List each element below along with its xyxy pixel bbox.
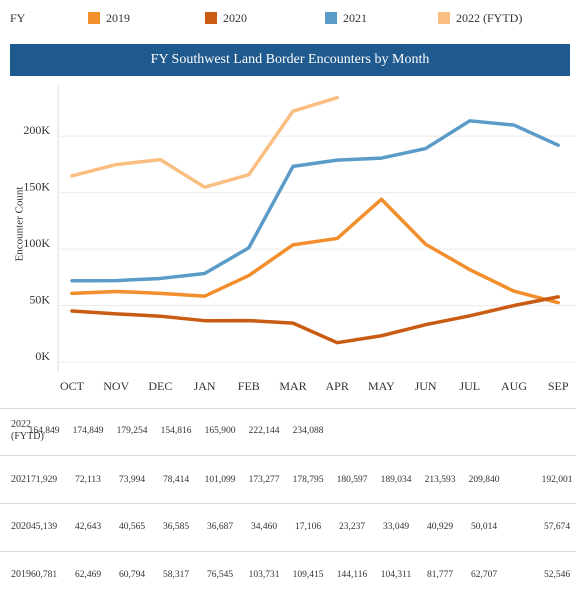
table-cell: 180,597 <box>336 475 368 485</box>
legend-swatch <box>438 12 450 24</box>
x-tick-label: JUL <box>459 379 480 393</box>
chart: FY FY Southwest Land Border Encounters b… <box>10 11 576 393</box>
table-cell: 33,049 <box>382 522 410 532</box>
series-line <box>70 119 560 283</box>
legend-swatch <box>88 12 100 24</box>
x-tick-label: OCT <box>60 379 85 393</box>
table-cell: 73,994 <box>118 475 146 485</box>
table-cell: 23,237 <box>338 522 366 532</box>
x-tick-label: MAR <box>279 379 306 393</box>
table-cell: 234,088 <box>292 426 324 436</box>
table-cell: 45,139 <box>30 522 58 532</box>
row-separator <box>0 455 576 456</box>
table-cell: 78,414 <box>162 475 190 485</box>
row-separator <box>0 551 576 552</box>
chart-title: FY Southwest Land Border Encounters by M… <box>151 52 430 67</box>
table-cell: 50,014 <box>470 522 498 532</box>
table-cell: 109,415 <box>292 570 324 580</box>
y-tick-label: 50K <box>29 292 50 306</box>
table-cell: 192,001 <box>541 475 573 485</box>
x-tick-label: FEB <box>238 379 260 393</box>
table-cell: 17,106 <box>294 522 322 532</box>
table-cell: 52,546 <box>543 570 571 580</box>
series-line <box>70 295 560 345</box>
row-label: 2021 <box>11 474 31 485</box>
table-cell: 40,565 <box>118 522 146 532</box>
y-tick-label: 200K <box>23 123 50 137</box>
table-cell: 34,460 <box>250 522 278 532</box>
legend-label: 2021 <box>343 11 367 25</box>
y-axis-title: Encounter Count <box>14 187 26 262</box>
y-tick-label: 0K <box>35 349 50 363</box>
table-cell: 222,144 <box>248 426 280 436</box>
row-label: 2019 <box>11 569 31 580</box>
x-tick-label: APR <box>326 379 349 393</box>
x-tick-label: MAY <box>368 379 395 393</box>
table-cell: 209,840 <box>468 475 500 485</box>
legend-label: 2022 (FYTD) <box>456 11 522 25</box>
table-cell: 101,099 <box>204 475 236 485</box>
table-cell: 165,900 <box>204 426 236 436</box>
table-cell: 189,034 <box>380 475 412 485</box>
table-cell: 36,687 <box>206 522 234 532</box>
x-tick-label: JUN <box>415 379 437 393</box>
table-cell: 57,674 <box>543 522 571 532</box>
table-cell: 173,277 <box>248 475 280 485</box>
x-tick-label: JAN <box>194 379 216 393</box>
table-cell: 72,113 <box>75 475 101 485</box>
table-cell: 154,816 <box>160 426 192 436</box>
row-separator <box>0 503 576 504</box>
title-bar <box>10 44 570 76</box>
table-cell: 178,795 <box>292 475 324 485</box>
table-cell: 164,849 <box>28 426 60 436</box>
table-cell: 60,781 <box>30 570 58 580</box>
row-separator <box>0 408 576 409</box>
table-cell: 36,585 <box>162 522 190 532</box>
x-tick-label: NOV <box>103 379 129 393</box>
table-cell: 76,545 <box>206 570 234 580</box>
table-cell: 62,707 <box>470 570 498 580</box>
row-label: 2020 <box>11 521 31 532</box>
table-cell: 62,469 <box>74 570 102 580</box>
table-cell: 42,643 <box>74 522 102 532</box>
table-cell: 174,849 <box>72 426 104 436</box>
row-label: 2022 (FYTD) <box>11 419 44 442</box>
legend-title: FY <box>10 11 26 25</box>
table-cell: 71,929 <box>30 475 58 485</box>
table-cell: 144,116 <box>336 570 368 580</box>
x-tick-label: SEP <box>548 379 569 393</box>
legend-label: 2019 <box>106 11 130 25</box>
legend-swatch <box>205 12 217 24</box>
legend-swatch <box>325 12 337 24</box>
table-cell: 103,731 <box>248 570 280 580</box>
y-tick-label: 100K <box>23 236 50 250</box>
table-cell: 60,794 <box>118 570 146 580</box>
series-line <box>70 95 339 189</box>
table-cell: 81,777 <box>426 570 454 580</box>
x-tick-label: DEC <box>148 379 172 393</box>
x-tick-label: AUG <box>501 379 527 393</box>
y-tick-label: 150K <box>23 179 50 193</box>
table-cell: 104,311 <box>380 570 412 580</box>
series-line <box>70 197 560 305</box>
table-cell: 179,254 <box>116 426 148 436</box>
table-cell: 40,929 <box>426 522 454 532</box>
table-cell: 58,317 <box>162 570 190 580</box>
legend-label: 2020 <box>223 11 247 25</box>
table-cell: 213,593 <box>424 475 456 485</box>
